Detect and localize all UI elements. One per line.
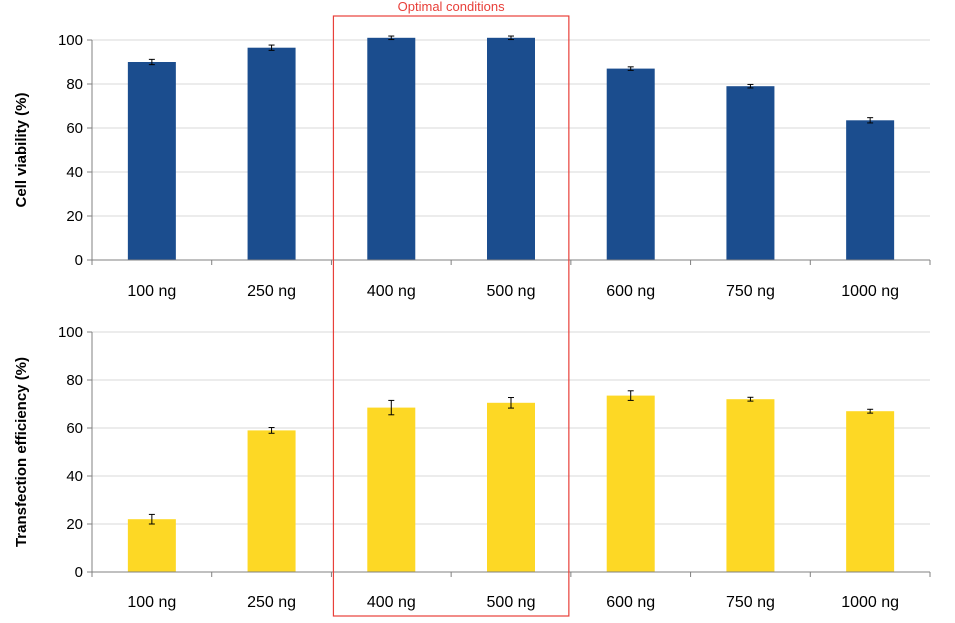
bar [127, 62, 176, 260]
bar [367, 407, 416, 572]
x-category-label: 400 ng [367, 594, 416, 611]
bar [726, 399, 775, 572]
y-tick-label: 20 [66, 208, 83, 225]
x-category-label: 1000 ng [841, 594, 899, 611]
x-category-label: 250 ng [247, 594, 296, 611]
x-category-label: 750 ng [726, 283, 775, 300]
x-category-label: 100 ng [127, 283, 176, 300]
cell-viability-panel: 0 20 40 60 80 100 100 ng 250 ng 400 ng 500 ng 600 … [13, 32, 931, 300]
y-axis-title: Cell viability (%) [13, 92, 30, 207]
error-bar [388, 35, 395, 41]
error-bar [268, 44, 275, 51]
x-category-label: 400 ng [367, 283, 416, 300]
bar [606, 68, 655, 260]
bar [487, 402, 535, 572]
error-bar [508, 397, 514, 409]
error-bar [867, 117, 874, 124]
y-tick-label: 20 [66, 516, 83, 533]
y-tick-label: 40 [66, 468, 83, 485]
bar [846, 411, 895, 572]
bar [726, 86, 775, 260]
optimal-conditions-box [332, 15, 570, 617]
bar [247, 430, 296, 572]
transfection-efficiency-panel: 0 20 40 60 80 100 100 ng 250 ng 400 ng 500 ng 600 … [13, 324, 931, 611]
y-tick-label: 60 [66, 120, 83, 137]
y-tick-label: 40 [66, 164, 83, 181]
y-tick-label: 60 [66, 420, 83, 437]
y-tick-label: 100 [58, 324, 83, 341]
y-tick-label: 80 [66, 372, 83, 389]
y-tick-label: 0 [75, 252, 83, 269]
x-category-label: 500 ng [487, 594, 536, 611]
bar [487, 37, 535, 260]
x-category-label: 750 ng [726, 594, 775, 611]
x-category-label: 1000 ng [841, 283, 899, 300]
x-category-label: 600 ng [606, 594, 655, 611]
x-category-label: 250 ng [247, 283, 296, 300]
bar [247, 47, 296, 261]
error-bar [747, 83, 754, 89]
bar [367, 37, 416, 260]
error-bar [867, 408, 874, 414]
y-tick-label: 80 [66, 76, 83, 93]
error-bar [747, 396, 754, 402]
error-bar [148, 513, 155, 525]
bar [846, 120, 895, 260]
bar [606, 395, 655, 572]
y-tick-label: 100 [58, 32, 83, 49]
error-bar [148, 58, 155, 66]
x-category-label: 600 ng [606, 283, 655, 300]
x-category-label: 100 ng [127, 594, 176, 611]
bar [127, 519, 176, 572]
y-tick-label: 0 [75, 564, 83, 581]
optimal-conditions-label: Optimal conditions [398, 0, 505, 14]
error-bar [388, 399, 395, 416]
y-axis-title: Transfection efficiency (%) [13, 357, 30, 547]
error-bar [268, 427, 275, 434]
error-bar [508, 35, 514, 41]
x-category-label: 500 ng [487, 283, 536, 300]
error-bar [627, 390, 634, 401]
error-bar [627, 66, 634, 71]
